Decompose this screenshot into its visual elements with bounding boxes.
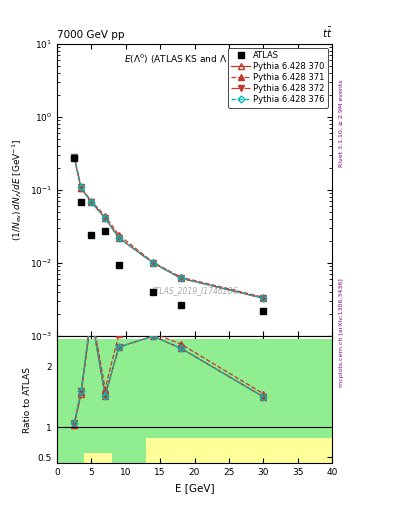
Pythia 6.428 371 bbox=[79, 185, 83, 191]
Text: ATLAS_2019_I1746286: ATLAS_2019_I1746286 bbox=[151, 286, 238, 295]
ATLAS bbox=[79, 199, 83, 205]
Text: $E(\Lambda^0)$ (ATLAS KS and $\Lambda$ in ttbar): $E(\Lambda^0)$ (ATLAS KS and $\Lambda$ i… bbox=[123, 52, 266, 66]
ATLAS bbox=[261, 308, 266, 314]
ATLAS bbox=[178, 302, 183, 308]
Pythia 6.428 372 bbox=[178, 275, 183, 281]
Line: Pythia 6.428 372: Pythia 6.428 372 bbox=[72, 154, 266, 301]
ATLAS bbox=[151, 289, 156, 295]
Pythia 6.428 370 bbox=[103, 215, 108, 221]
Legend: ATLAS, Pythia 6.428 370, Pythia 6.428 371, Pythia 6.428 372, Pythia 6.428 376: ATLAS, Pythia 6.428 370, Pythia 6.428 37… bbox=[228, 48, 328, 108]
Pythia 6.428 370 bbox=[79, 185, 83, 191]
Pythia 6.428 372 bbox=[103, 215, 108, 221]
Pythia 6.428 376 bbox=[79, 184, 83, 190]
ATLAS bbox=[72, 155, 77, 161]
Line: ATLAS: ATLAS bbox=[72, 156, 266, 314]
Pythia 6.428 371 bbox=[89, 198, 94, 204]
Text: Rivet 3.1.10, ≥ 2.9M events: Rivet 3.1.10, ≥ 2.9M events bbox=[339, 79, 344, 167]
Pythia 6.428 376 bbox=[151, 260, 156, 266]
Pythia 6.428 372 bbox=[72, 154, 77, 160]
Text: 7000 GeV pp: 7000 GeV pp bbox=[57, 30, 125, 40]
Pythia 6.428 376 bbox=[89, 199, 94, 205]
Pythia 6.428 371 bbox=[72, 154, 77, 160]
Pythia 6.428 370 bbox=[89, 199, 94, 205]
Pythia 6.428 371 bbox=[103, 213, 108, 219]
Line: Pythia 6.428 371: Pythia 6.428 371 bbox=[72, 154, 266, 300]
Pythia 6.428 371 bbox=[151, 259, 156, 265]
Pythia 6.428 372 bbox=[116, 235, 121, 241]
Pythia 6.428 376 bbox=[72, 154, 77, 160]
Pythia 6.428 376 bbox=[178, 275, 183, 281]
Pythia 6.428 372 bbox=[89, 199, 94, 205]
Pythia 6.428 376 bbox=[103, 215, 108, 221]
Pythia 6.428 372 bbox=[151, 260, 156, 266]
X-axis label: E [GeV]: E [GeV] bbox=[175, 483, 214, 493]
ATLAS bbox=[103, 228, 108, 234]
Y-axis label: $(1/N_{\rm ev})\,dN_\Lambda/dE\;[\rm GeV^{-1}]$: $(1/N_{\rm ev})\,dN_\Lambda/dE\;[\rm GeV… bbox=[10, 139, 24, 241]
Pythia 6.428 372 bbox=[79, 184, 83, 190]
ATLAS bbox=[89, 232, 94, 238]
Pythia 6.428 376 bbox=[116, 235, 121, 241]
Pythia 6.428 370 bbox=[116, 235, 121, 241]
Pythia 6.428 370 bbox=[151, 260, 156, 266]
ATLAS bbox=[116, 262, 121, 268]
Pythia 6.428 371 bbox=[261, 294, 266, 301]
Pythia 6.428 376 bbox=[261, 295, 266, 301]
Text: $t\bar{t}$: $t\bar{t}$ bbox=[321, 26, 332, 40]
Pythia 6.428 370 bbox=[72, 154, 77, 160]
Line: Pythia 6.428 376: Pythia 6.428 376 bbox=[72, 154, 266, 301]
Pythia 6.428 371 bbox=[116, 232, 121, 238]
Pythia 6.428 372 bbox=[261, 295, 266, 301]
Line: Pythia 6.428 370: Pythia 6.428 370 bbox=[72, 154, 266, 301]
Pythia 6.428 370 bbox=[178, 275, 183, 281]
Y-axis label: Ratio to ATLAS: Ratio to ATLAS bbox=[23, 367, 32, 433]
Pythia 6.428 371 bbox=[178, 274, 183, 280]
Text: mcplots.cern.ch [arXiv:1306.3436]: mcplots.cern.ch [arXiv:1306.3436] bbox=[339, 279, 344, 387]
Pythia 6.428 370 bbox=[261, 295, 266, 301]
